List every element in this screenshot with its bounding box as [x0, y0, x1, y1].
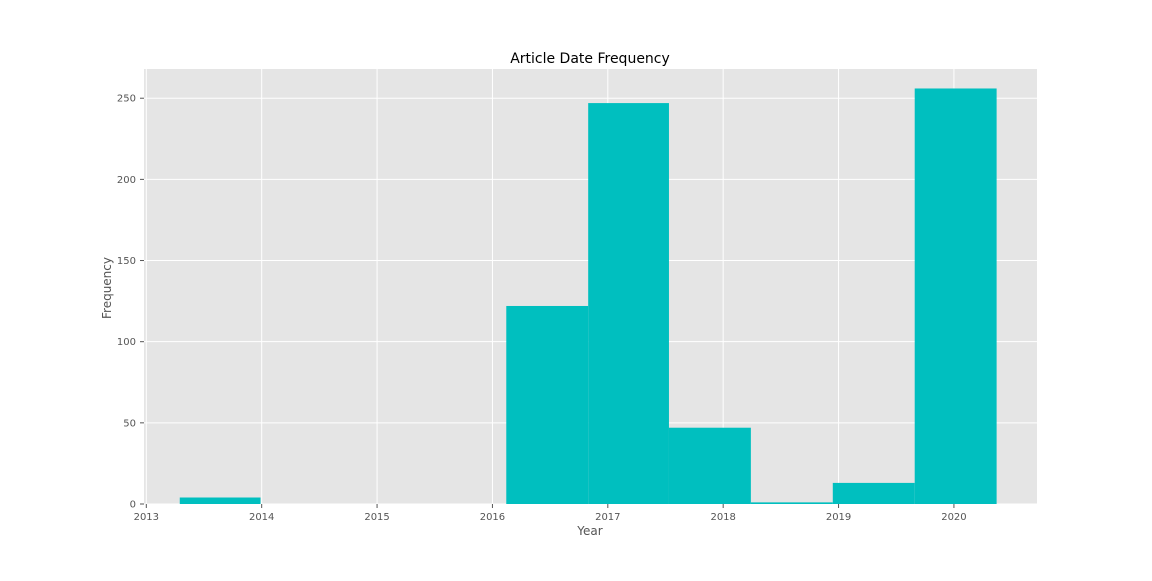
x-tick-label: 2013 [134, 512, 159, 523]
histogram-bar [832, 482, 915, 504]
x-tick-label: 2020 [941, 512, 966, 523]
y-tick-label: 150 [117, 256, 136, 267]
chart-title: Article Date Frequency [510, 51, 670, 67]
y-tick-label: 250 [117, 94, 136, 105]
histogram-bar [668, 427, 751, 504]
histogram-bar [506, 305, 589, 504]
histogram-bar [750, 502, 833, 504]
y-tick-label: 0 [130, 500, 136, 511]
y-axis-ticks: 0 50 100 150 200 250 [117, 94, 144, 511]
x-tick-label: 2019 [826, 512, 851, 523]
x-tick-label: 2015 [364, 512, 389, 523]
histogram-bar [588, 103, 669, 505]
x-axis-label: Year [576, 524, 602, 538]
x-tick-label: 2016 [480, 512, 505, 523]
y-axis-label: Frequency [100, 257, 114, 319]
histogram-bar [914, 88, 997, 505]
x-axis-ticks: 2013 2014 2015 2016 2017 2018 2019 2020 [134, 504, 967, 523]
y-tick-label: 100 [117, 337, 136, 348]
x-tick-label: 2017 [595, 512, 620, 523]
y-tick-label: 200 [117, 175, 136, 186]
x-tick-label: 2014 [249, 512, 274, 523]
y-tick-label: 50 [123, 418, 136, 429]
x-tick-label: 2018 [710, 512, 735, 523]
bars-group [179, 88, 997, 505]
histogram-bar [179, 497, 261, 504]
